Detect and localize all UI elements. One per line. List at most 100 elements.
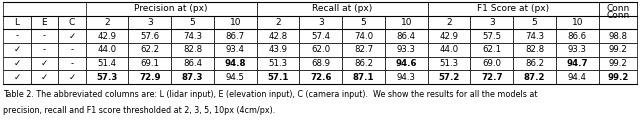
Text: 57.4: 57.4 (311, 32, 330, 41)
Text: 99.2: 99.2 (607, 73, 628, 82)
Text: 62.2: 62.2 (140, 45, 159, 54)
Text: Conn: Conn (606, 4, 629, 13)
Text: 82.8: 82.8 (525, 45, 544, 54)
Text: 2: 2 (446, 18, 452, 27)
Text: 10: 10 (572, 18, 583, 27)
Text: 93.3: 93.3 (568, 45, 587, 54)
Bar (129, 70, 171, 84)
Bar (31, 16, 58, 29)
Text: 93.4: 93.4 (226, 45, 244, 54)
Text: 87.1: 87.1 (353, 73, 374, 82)
Text: precision, recall and F1 score thresholded at 2, 3, 5, 10px (4cm/px).: precision, recall and F1 score threshold… (3, 106, 275, 115)
Bar (58, 43, 86, 57)
Bar (3, 57, 31, 70)
Text: 86.2: 86.2 (354, 59, 373, 68)
Bar (257, 70, 300, 84)
Bar (3, 43, 31, 57)
Text: Table 2. The abbreviated columns are: L (lidar input), E (elevation input), C (c: Table 2. The abbreviated columns are: L … (3, 90, 538, 99)
Text: -: - (43, 45, 46, 54)
Text: 57.5: 57.5 (482, 32, 501, 41)
Bar (342, 29, 385, 43)
Bar (257, 16, 300, 29)
Text: F1 Score at (px): F1 Score at (px) (477, 4, 549, 13)
Bar (214, 16, 257, 29)
Bar (31, 57, 58, 70)
Text: -: - (15, 32, 19, 41)
Bar (428, 57, 470, 70)
Bar (31, 2, 58, 16)
Bar (556, 70, 598, 84)
Text: 72.7: 72.7 (481, 73, 502, 82)
Text: 99.2: 99.2 (608, 59, 627, 68)
Bar (58, 57, 86, 70)
Text: Recall at (px): Recall at (px) (312, 4, 372, 13)
Bar (86, 43, 129, 57)
Bar (257, 57, 300, 70)
Text: 5: 5 (189, 18, 195, 27)
Bar (556, 16, 598, 29)
Text: ✓: ✓ (13, 45, 20, 54)
Text: 69.0: 69.0 (483, 59, 501, 68)
Bar (556, 29, 598, 43)
Text: 94.6: 94.6 (396, 59, 417, 68)
Text: 57.2: 57.2 (438, 73, 460, 82)
Bar (428, 29, 470, 43)
Bar (31, 43, 58, 57)
Text: ✓: ✓ (68, 73, 76, 82)
Bar (428, 2, 598, 16)
Text: ✓: ✓ (41, 59, 48, 68)
Text: 86.2: 86.2 (525, 59, 544, 68)
Text: 72.9: 72.9 (139, 73, 161, 82)
Text: 5: 5 (360, 18, 366, 27)
Bar (171, 43, 214, 57)
Bar (171, 16, 214, 29)
Text: 69.1: 69.1 (140, 59, 159, 68)
Bar (342, 70, 385, 84)
Text: -: - (70, 59, 74, 68)
Bar (214, 70, 257, 84)
Bar (598, 70, 637, 84)
Bar (385, 43, 428, 57)
Text: 51.3: 51.3 (440, 59, 459, 68)
Text: 94.3: 94.3 (397, 73, 416, 82)
Text: 86.4: 86.4 (183, 59, 202, 68)
Bar (470, 57, 513, 70)
Text: -: - (43, 32, 46, 41)
Text: 57.6: 57.6 (140, 32, 159, 41)
Bar (300, 57, 342, 70)
Text: 2: 2 (104, 18, 110, 27)
Bar (598, 29, 637, 43)
Bar (513, 16, 556, 29)
Bar (598, 2, 637, 16)
Text: 57.1: 57.1 (268, 73, 289, 82)
Bar (31, 29, 58, 43)
Text: Precision at (px): Precision at (px) (134, 4, 208, 13)
Text: 87.2: 87.2 (524, 73, 545, 82)
Bar (86, 16, 129, 29)
Text: 57.3: 57.3 (97, 73, 118, 82)
Text: ✓: ✓ (13, 59, 20, 68)
Bar (214, 43, 257, 57)
Bar (470, 70, 513, 84)
Text: 10: 10 (230, 18, 241, 27)
Bar (86, 2, 257, 16)
Text: 87.3: 87.3 (182, 73, 204, 82)
Bar (470, 16, 513, 29)
Bar (3, 70, 31, 84)
Bar (300, 43, 342, 57)
Bar (598, 16, 637, 29)
Bar (385, 16, 428, 29)
Bar (31, 70, 58, 84)
Bar (342, 57, 385, 70)
Text: 82.7: 82.7 (354, 45, 373, 54)
Bar (556, 43, 598, 57)
Bar (86, 70, 129, 84)
Text: 5: 5 (532, 18, 538, 27)
Bar (385, 57, 428, 70)
Bar (428, 16, 470, 29)
Text: 43.9: 43.9 (269, 45, 287, 54)
Text: 86.6: 86.6 (568, 32, 587, 41)
Bar (171, 70, 214, 84)
Text: 86.4: 86.4 (397, 32, 416, 41)
Bar (300, 16, 342, 29)
